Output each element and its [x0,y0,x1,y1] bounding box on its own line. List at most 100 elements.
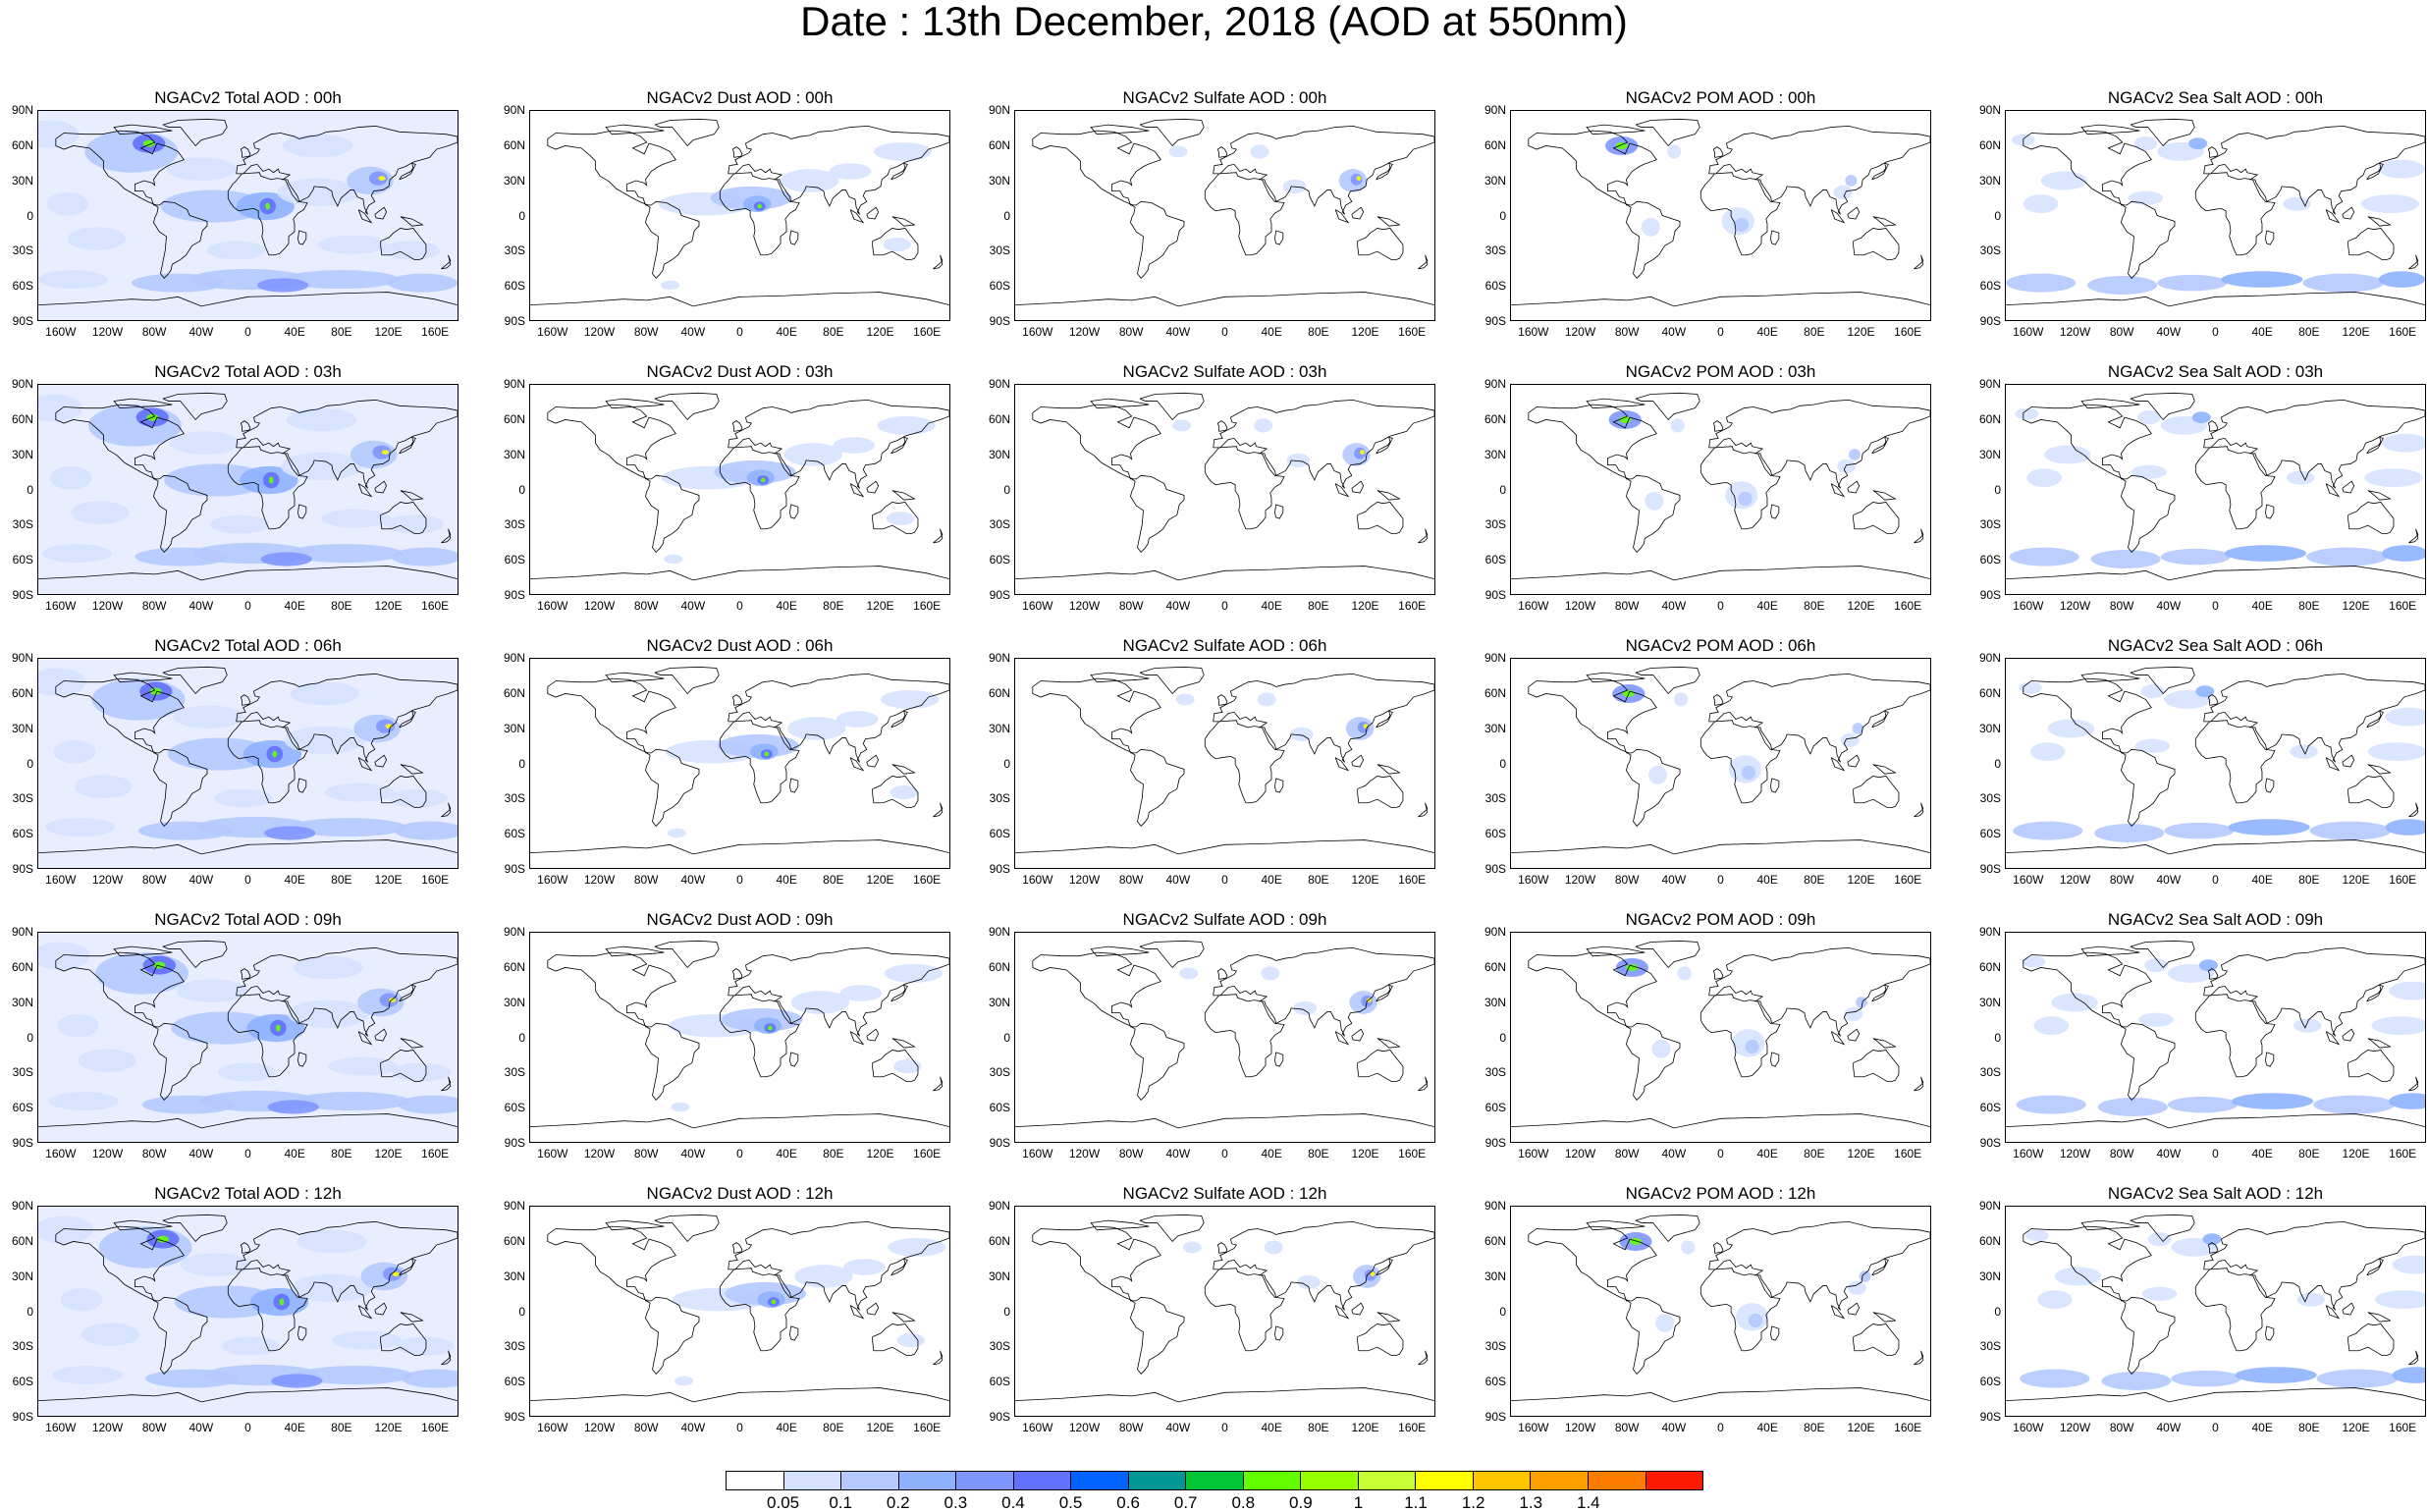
coastline [645,474,700,554]
latitude-tick-label: 60S [1484,1375,1506,1389]
latitude-tick-label: 0 [27,1304,33,1319]
coastline [38,1113,458,1129]
aod-field-svg [1015,940,1434,1129]
latitude-tick-label: 60N [1978,959,2001,974]
coastline [1700,994,1781,1078]
aod-patch [48,1092,119,1111]
coastline [1872,1038,1897,1049]
coastline [530,839,949,855]
aod-patch [2385,819,2425,836]
world-map [1014,932,1435,1143]
coastline [1511,1387,1930,1403]
coastline [2408,1350,2419,1366]
coastline [441,528,452,544]
longitude-tick-label: 120W [1564,599,1596,613]
panel-title: NGACv2 POM AOD : 12h [1625,1184,1816,1203]
aod-patch [280,452,362,481]
coastline [162,118,228,147]
longitude-tick-label: 160E [913,1147,942,1161]
coastline [2367,1038,2392,1049]
colorbar-swatch [1128,1472,1187,1489]
coastline [2367,764,2392,775]
aod-patch [2375,1290,2425,1310]
longitude-tick-label: 120E [1351,599,1379,613]
longitude-tick-label: 160W [1518,873,1549,887]
aod-patch [1748,1313,1763,1328]
longitude-tick-label: 40E [1756,325,1778,339]
aod-patch [2378,159,2425,179]
aod-patch [272,750,278,758]
coastline [1770,1052,1780,1067]
coastline [1090,1219,1150,1231]
longitude-tick-label: 80W [2109,1147,2134,1161]
coastline [1090,945,1150,957]
coastline [1872,1312,1897,1323]
coastline [1712,968,1724,980]
aod-patch [391,547,458,567]
coastline [2347,1323,2395,1356]
coastline [2023,404,2152,480]
coastline [728,1220,949,1311]
latitude-tick-label: 30S [1484,1339,1506,1354]
coastline [890,436,908,455]
longitude-tick-label: 0 [2212,1421,2219,1434]
latitude-tick-label: 60S [504,1101,525,1115]
longitude-tick-label: 120W [1564,873,1596,887]
coastline [1216,694,1228,706]
coastline [2265,1325,2275,1341]
latitude-tick-label: 90N [988,1199,1010,1213]
coastline [1528,677,1657,754]
aod-patch [1182,1241,1202,1254]
map-panel-total-row1: NGACv2 Total AOD : 03h 90N 60N 30N 0 30S 60S 90… [0,362,481,627]
coastline [38,839,458,855]
map-panel-sulfate-row4: NGACv2 Sulfate AOD : 12h 90N 60N 30N 0 30S 60S… [977,1184,1458,1449]
latitude-tick-label: 30N [11,447,33,461]
aod-patch [890,784,918,800]
longitude-tick-label: 40W [680,873,706,887]
coastline [374,206,388,220]
panel-title: NGACv2 Sea Salt AOD : 03h [2107,362,2324,381]
coastline [1376,764,1401,775]
longitude-tick-label: 40W [2156,873,2182,887]
aod-patch [2029,742,2066,762]
longitude-tick-label: 120W [91,1421,124,1434]
coastline [789,230,799,245]
coastline [1090,124,1150,135]
longitude-tick-label: 80E [1804,1421,1825,1434]
aod-patch [53,739,96,764]
coastline [1847,1302,1861,1316]
coastline [2121,748,2176,828]
latitude-tick-label: 60S [989,1101,1010,1115]
longitude-tick-label: 80W [1118,599,1144,613]
latitude-tick-label: 60N [988,685,1010,700]
map-panel-seasalt-row1: NGACv2 Sea Salt AOD : 03h 90N 60N 30N 0 30S 60… [1968,362,2428,627]
map-panel-total-row3: NGACv2 Total AOD : 09h 90N 60N 30N 0 30S 60S 90… [0,910,481,1175]
aod-patch [2023,194,2059,214]
latitude-tick-label: 90S [1979,588,2001,602]
coastline [113,1219,173,1231]
world-map [2005,384,2426,595]
world-map [1510,384,1931,595]
longitude-tick-label: 120E [374,873,403,887]
latitude-tick-label: 0 [518,1030,525,1045]
coastline [1130,200,1185,280]
coastline [731,694,743,706]
aod-field-svg [1511,118,1930,307]
latitude-tick-label: 30N [503,721,525,735]
coastline [2023,130,2152,206]
panel-title: NGACv2 Total AOD : 06h [154,636,342,655]
coastline [297,504,307,519]
coastline [547,677,676,754]
aod-patch [91,678,186,721]
latitude-tick-label: 60N [1484,685,1506,700]
latitude-tick-label: 0 [1003,1304,1010,1319]
longitude-tick-label: 120E [1351,325,1379,339]
aod-patch [166,157,237,181]
longitude-tick-label: 160W [1518,325,1549,339]
coastline [1090,672,1150,683]
coastline [1213,673,1434,763]
coastline [1871,984,1889,1002]
longitude-tick-label: 0 [736,599,743,613]
coastline [1204,172,1285,256]
longitude-tick-label: 120W [1564,1147,1596,1161]
